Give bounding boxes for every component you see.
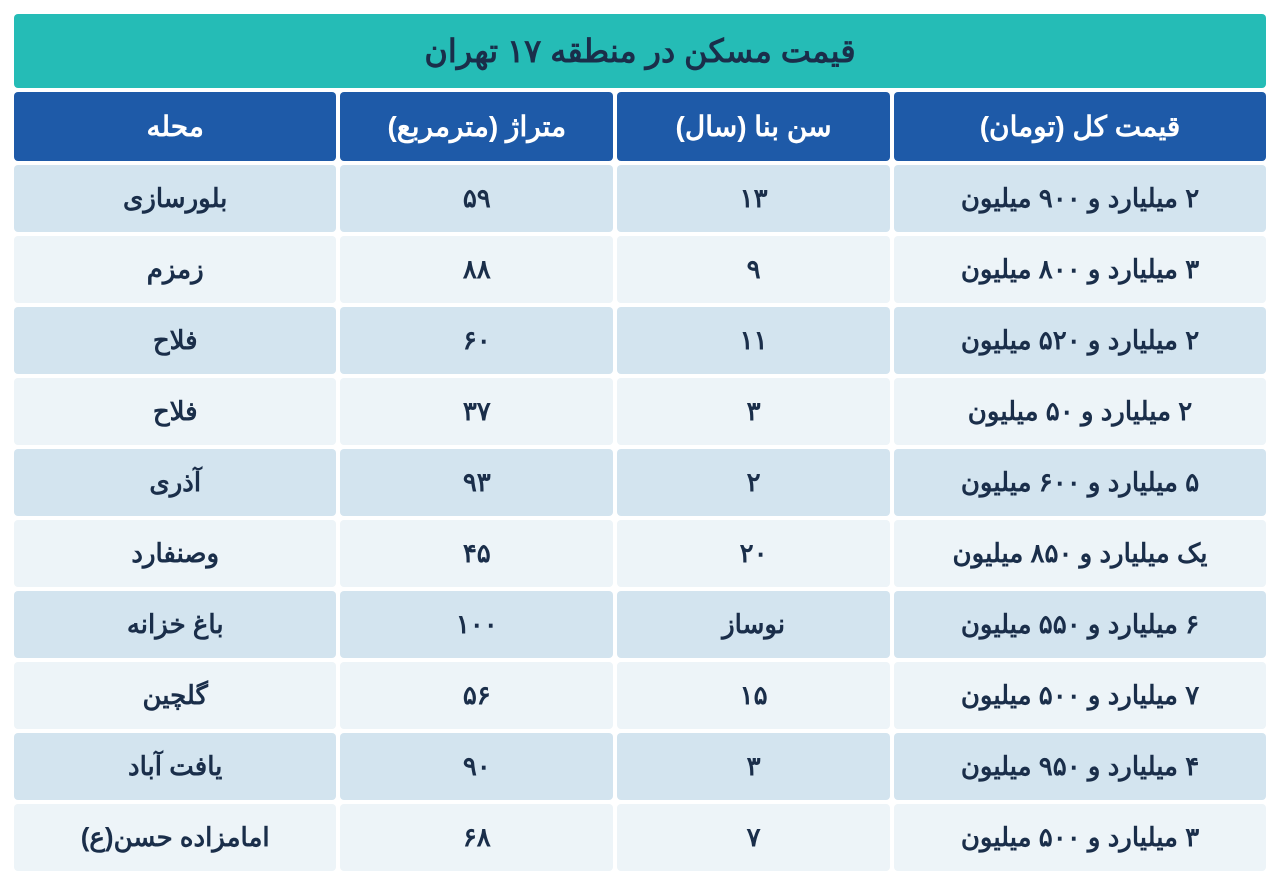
cell-area: ۱۰۰ — [340, 591, 613, 658]
table-row: ۷ میلیارد و ۵۰۰ میلیون۱۵۵۶گلچین — [14, 662, 1266, 729]
cell-price: ۷ میلیارد و ۵۰۰ میلیون — [894, 662, 1266, 729]
table-header-row: قیمت کل (تومان) سن بنا (سال) متراژ (مترم… — [14, 92, 1266, 161]
cell-area: ۵۶ — [340, 662, 613, 729]
cell-age: ۱۵ — [617, 662, 890, 729]
header-neighborhood: محله — [14, 92, 336, 161]
cell-neighborhood: گلچین — [14, 662, 336, 729]
table-title-row: قیمت مسکن در منطقه ۱۷ تهران — [14, 14, 1266, 88]
cell-neighborhood: یافت آباد — [14, 733, 336, 800]
cell-price: یک میلیارد و ۸۵۰ میلیون — [894, 520, 1266, 587]
cell-age: ۱۱ — [617, 307, 890, 374]
cell-age: ۲ — [617, 449, 890, 516]
cell-age: ۳ — [617, 733, 890, 800]
header-price: قیمت کل (تومان) — [894, 92, 1266, 161]
cell-age: ۲۰ — [617, 520, 890, 587]
header-area: متراژ (مترمربع) — [340, 92, 613, 161]
header-age: سن بنا (سال) — [617, 92, 890, 161]
table-row: ۳ میلیارد و ۸۰۰ میلیون۹۸۸زمزم — [14, 236, 1266, 303]
cell-age: ۱۳ — [617, 165, 890, 232]
cell-price: ۴ میلیارد و ۹۵۰ میلیون — [894, 733, 1266, 800]
cell-age: ۷ — [617, 804, 890, 871]
cell-price: ۲ میلیارد و ۵۲۰ میلیون — [894, 307, 1266, 374]
cell-neighborhood: زمزم — [14, 236, 336, 303]
table-row: ۲ میلیارد و ۵۰ میلیون۳۳۷فلاح — [14, 378, 1266, 445]
cell-neighborhood: باغ خزانه — [14, 591, 336, 658]
cell-neighborhood: وصنفارد — [14, 520, 336, 587]
cell-price: ۶ میلیارد و ۵۵۰ میلیون — [894, 591, 1266, 658]
table-row: ۵ میلیارد و ۶۰۰ میلیون۲۹۳آذری — [14, 449, 1266, 516]
cell-age: نوساز — [617, 591, 890, 658]
table-row: ۲ میلیارد و ۵۲۰ میلیون۱۱۶۰فلاح — [14, 307, 1266, 374]
table-row: ۲ میلیارد و ۹۰۰ میلیون۱۳۵۹بلورسازی — [14, 165, 1266, 232]
cell-price: ۳ میلیارد و ۵۰۰ میلیون — [894, 804, 1266, 871]
cell-neighborhood: فلاح — [14, 378, 336, 445]
cell-area: ۵۹ — [340, 165, 613, 232]
cell-neighborhood: آذری — [14, 449, 336, 516]
cell-area: ۶۰ — [340, 307, 613, 374]
cell-area: ۹۳ — [340, 449, 613, 516]
cell-price: ۲ میلیارد و ۹۰۰ میلیون — [894, 165, 1266, 232]
cell-price: ۵ میلیارد و ۶۰۰ میلیون — [894, 449, 1266, 516]
table-row: ۴ میلیارد و ۹۵۰ میلیون۳۹۰یافت آباد — [14, 733, 1266, 800]
cell-area: ۹۰ — [340, 733, 613, 800]
cell-neighborhood: فلاح — [14, 307, 336, 374]
cell-area: ۳۷ — [340, 378, 613, 445]
cell-area: ۸۸ — [340, 236, 613, 303]
cell-neighborhood: امامزاده حسن(ع) — [14, 804, 336, 871]
cell-area: ۶۸ — [340, 804, 613, 871]
housing-price-table: قیمت مسکن در منطقه ۱۷ تهران قیمت کل (توم… — [10, 10, 1270, 875]
cell-neighborhood: بلورسازی — [14, 165, 336, 232]
table-row: ۳ میلیارد و ۵۰۰ میلیون۷۶۸امامزاده حسن(ع) — [14, 804, 1266, 871]
table-row: یک میلیارد و ۸۵۰ میلیون۲۰۴۵وصنفارد — [14, 520, 1266, 587]
cell-area: ۴۵ — [340, 520, 613, 587]
cell-age: ۳ — [617, 378, 890, 445]
table-title: قیمت مسکن در منطقه ۱۷ تهران — [14, 14, 1266, 88]
cell-price: ۲ میلیارد و ۵۰ میلیون — [894, 378, 1266, 445]
cell-price: ۳ میلیارد و ۸۰۰ میلیون — [894, 236, 1266, 303]
cell-age: ۹ — [617, 236, 890, 303]
table-row: ۶ میلیارد و ۵۵۰ میلیوننوساز۱۰۰باغ خزانه — [14, 591, 1266, 658]
